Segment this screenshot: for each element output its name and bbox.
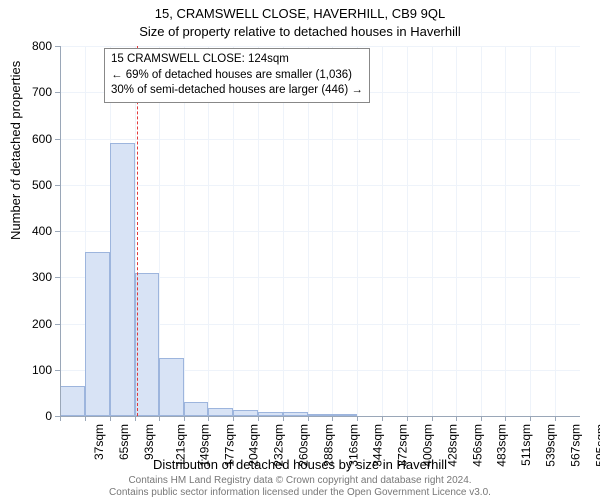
y-tick-label: 400 <box>18 224 52 238</box>
x-tick-mark <box>432 416 433 421</box>
y-tick-mark <box>55 370 60 371</box>
chart-container: { "title": "15, CRAMSWELL CLOSE, HAVERHI… <box>0 0 600 500</box>
x-tick-mark <box>407 416 408 421</box>
footer-line-2: Contains public sector information licen… <box>0 487 600 499</box>
x-tick-mark <box>555 416 556 421</box>
x-tick-mark <box>357 416 358 421</box>
y-tick-mark <box>55 324 60 325</box>
histogram-bar <box>60 386 85 416</box>
histogram-bar <box>135 273 160 416</box>
x-tick-mark <box>184 416 185 421</box>
x-tick-mark <box>505 416 506 421</box>
y-tick-label: 0 <box>18 409 52 423</box>
x-tick-mark <box>208 416 209 421</box>
histogram-bar <box>85 252 110 416</box>
y-tick-mark <box>55 139 60 140</box>
chart-subtitle: Size of property relative to detached ho… <box>0 24 600 39</box>
y-tick-label: 200 <box>18 317 52 331</box>
x-tick-mark <box>456 416 457 421</box>
histogram-bar <box>184 402 208 416</box>
y-tick-mark <box>55 185 60 186</box>
y-tick-label: 100 <box>18 363 52 377</box>
footer-line-1: Contains HM Land Registry data © Crown c… <box>0 475 600 487</box>
info-box-line: 30% of semi-detached houses are larger (… <box>111 83 363 99</box>
y-tick-mark <box>55 277 60 278</box>
x-tick-mark <box>85 416 86 421</box>
x-tick-mark <box>135 416 136 421</box>
plot-area: 010020030040050060070080037sqm65sqm93sqm… <box>60 46 580 416</box>
x-tick-mark <box>283 416 284 421</box>
y-tick-label: 600 <box>18 132 52 146</box>
chart-footer: Contains HM Land Registry data © Crown c… <box>0 475 600 498</box>
x-tick-mark <box>481 416 482 421</box>
histogram-bar <box>159 358 184 416</box>
y-axis-line <box>60 46 61 416</box>
x-tick-mark <box>60 416 61 421</box>
x-tick-mark <box>110 416 111 421</box>
histogram-bar <box>110 143 135 416</box>
x-tick-label: 65sqm <box>117 424 131 460</box>
x-tick-mark <box>308 416 309 421</box>
y-tick-mark <box>55 92 60 93</box>
x-tick-mark <box>258 416 259 421</box>
x-tick-label: 37sqm <box>92 424 106 460</box>
histogram-bar <box>208 408 233 416</box>
x-tick-mark <box>530 416 531 421</box>
x-tick-mark <box>382 416 383 421</box>
y-tick-mark <box>55 46 60 47</box>
chart-title: 15, CRAMSWELL CLOSE, HAVERHILL, CB9 9QL <box>0 6 600 21</box>
x-tick-mark <box>233 416 234 421</box>
x-tick-mark <box>332 416 333 421</box>
info-box: 15 CRAMSWELL CLOSE: 124sqm← 69% of detac… <box>104 48 370 103</box>
x-tick-label: 93sqm <box>142 424 156 460</box>
info-box-line: ← 69% of detached houses are smaller (1,… <box>111 68 363 84</box>
y-tick-label: 500 <box>18 178 52 192</box>
x-axis-label: Distribution of detached houses by size … <box>0 457 600 472</box>
y-tick-label: 800 <box>18 39 52 53</box>
x-axis-line <box>60 416 580 417</box>
y-tick-label: 300 <box>18 270 52 284</box>
plot-inner: 010020030040050060070080037sqm65sqm93sqm… <box>60 46 580 416</box>
x-tick-mark <box>159 416 160 421</box>
y-tick-mark <box>55 231 60 232</box>
info-box-line: 15 CRAMSWELL CLOSE: 124sqm <box>111 52 363 68</box>
y-tick-label: 700 <box>18 85 52 99</box>
